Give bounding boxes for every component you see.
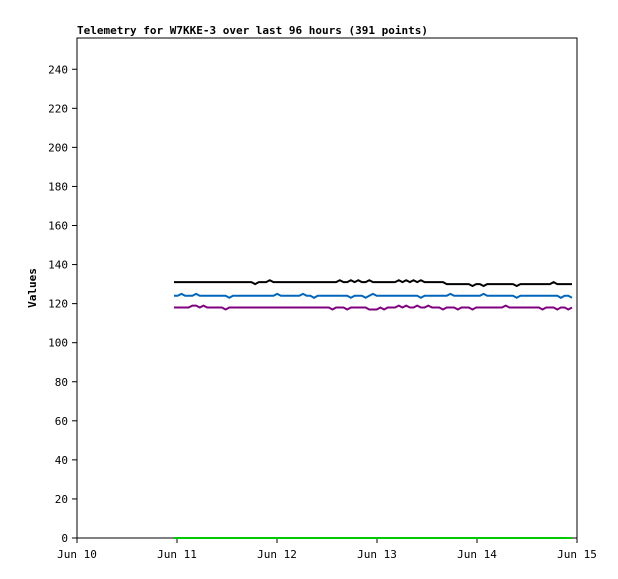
series-line-2 — [174, 292, 573, 299]
x-tick-label: Jun 11 — [157, 548, 197, 561]
chart-title: Telemetry for W7KKE-3 over last 96 hours… — [77, 24, 428, 37]
y-tick-label: 80 — [55, 376, 68, 389]
y-tick-label: 100 — [48, 337, 68, 350]
x-tick-label: Jun 13 — [357, 548, 397, 561]
series-layer — [174, 279, 573, 539]
x-tick-label: Jun 12 — [257, 548, 297, 561]
y-tick-label: 220 — [48, 102, 68, 115]
y-tick-label: 180 — [48, 180, 68, 193]
y-tick-label: 140 — [48, 259, 68, 272]
y-axis-label: Values — [26, 268, 39, 308]
x-tick-label: Jun 14 — [457, 548, 497, 561]
y-tick-label: 160 — [48, 220, 68, 233]
y-tick-label: 40 — [55, 454, 68, 467]
y-tick-label: 200 — [48, 141, 68, 154]
x-tick-label: Jun 15 — [557, 548, 597, 561]
y-tick-label: 60 — [55, 415, 68, 428]
series-line-1 — [174, 279, 572, 288]
y-tick-label: 240 — [48, 63, 68, 76]
plot-area — [76, 37, 578, 539]
y-axis: 0 20 40 60 80 100 120 140 160 180 200 220 240 — [48, 63, 77, 545]
y-tick-label: 120 — [48, 298, 68, 311]
x-axis: Jun 10 Jun 11 Jun 12 Jun 13 Jun 14 Jun 15 — [57, 538, 597, 561]
y-tick-label: 20 — [55, 493, 68, 506]
y-tick-label: 0 — [61, 532, 68, 545]
series-line-3 — [174, 304, 573, 311]
x-tick-label: Jun 10 — [57, 548, 97, 561]
